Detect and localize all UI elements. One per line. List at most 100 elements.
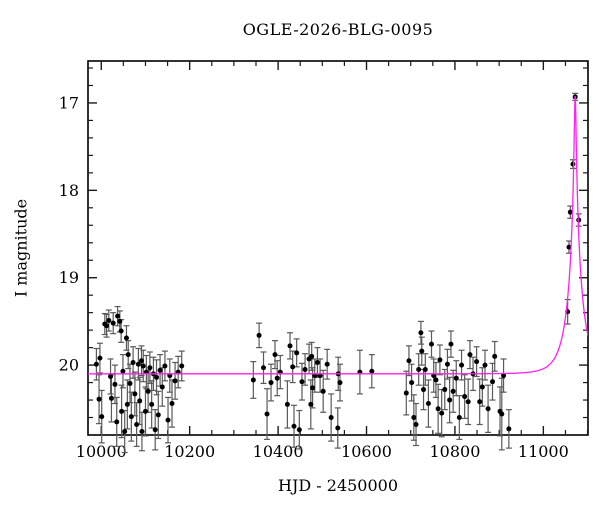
data-point bbox=[506, 426, 512, 432]
data-point bbox=[120, 368, 126, 374]
data-point bbox=[296, 427, 302, 433]
model-curve bbox=[88, 95, 588, 375]
data-point bbox=[437, 357, 443, 363]
data-point bbox=[479, 384, 485, 390]
x-tick-label: 10800 bbox=[429, 442, 480, 461]
y-tick-label: 18 bbox=[59, 181, 79, 200]
data-point bbox=[499, 411, 505, 417]
data-point bbox=[299, 379, 305, 385]
data-point bbox=[442, 387, 448, 393]
data-point bbox=[409, 380, 415, 386]
data-point bbox=[124, 401, 130, 407]
data-point bbox=[154, 374, 160, 380]
data-point bbox=[490, 379, 496, 385]
data-point bbox=[406, 358, 412, 364]
data-point bbox=[291, 423, 297, 429]
data-point bbox=[419, 348, 425, 354]
data-point bbox=[435, 406, 441, 412]
data-point bbox=[256, 332, 262, 338]
data-point bbox=[462, 394, 468, 400]
data-point bbox=[567, 209, 573, 215]
data-point bbox=[369, 368, 375, 374]
data-point bbox=[149, 401, 155, 407]
data-point bbox=[155, 412, 161, 418]
data-point bbox=[172, 378, 178, 384]
data-point bbox=[123, 335, 129, 341]
data-point bbox=[159, 384, 165, 390]
data-point bbox=[108, 395, 114, 401]
data-point bbox=[439, 410, 445, 416]
data-point bbox=[134, 422, 140, 428]
data-point bbox=[465, 399, 471, 405]
data-point bbox=[425, 401, 431, 407]
data-point bbox=[477, 399, 483, 405]
data-point bbox=[115, 313, 121, 319]
data-point bbox=[429, 341, 435, 347]
data-point bbox=[309, 353, 315, 359]
data-point bbox=[122, 429, 128, 435]
data-point bbox=[114, 419, 120, 425]
data-point bbox=[128, 414, 134, 420]
data-point bbox=[99, 414, 105, 420]
data-point bbox=[106, 318, 112, 324]
data-point bbox=[314, 359, 320, 365]
data-point bbox=[165, 417, 171, 423]
data-point bbox=[448, 341, 454, 347]
data-point bbox=[132, 391, 138, 397]
data-point bbox=[459, 362, 465, 368]
y-tick-label: 17 bbox=[59, 93, 79, 112]
x-tick-label: 11000 bbox=[518, 442, 569, 461]
data-point bbox=[162, 363, 168, 369]
data-point bbox=[119, 408, 125, 414]
data-point bbox=[485, 406, 491, 412]
data-point bbox=[104, 323, 110, 329]
data-point bbox=[117, 318, 123, 324]
data-point bbox=[453, 375, 459, 381]
data-point bbox=[97, 355, 103, 361]
data-point bbox=[302, 366, 308, 372]
y-tick-label: 20 bbox=[59, 356, 79, 375]
data-point bbox=[501, 373, 507, 379]
data-point bbox=[450, 388, 456, 394]
x-tick-label: 10200 bbox=[164, 442, 215, 461]
data-point bbox=[308, 401, 314, 407]
data-point bbox=[284, 401, 290, 407]
data-point bbox=[570, 161, 576, 167]
data-point bbox=[108, 373, 114, 379]
data-point bbox=[264, 411, 270, 417]
data-point bbox=[112, 381, 118, 387]
data-point bbox=[110, 320, 116, 326]
data-point bbox=[287, 343, 293, 349]
data-point bbox=[474, 359, 480, 365]
data-point bbox=[335, 425, 341, 431]
data-point bbox=[566, 244, 572, 250]
x-tick-label: 10000 bbox=[76, 442, 127, 461]
data-point bbox=[138, 358, 144, 364]
data-point bbox=[268, 380, 274, 386]
data-point bbox=[310, 385, 316, 391]
data-point bbox=[157, 367, 163, 373]
data-point bbox=[324, 361, 330, 367]
data-point bbox=[416, 366, 422, 372]
data-point bbox=[421, 387, 427, 393]
data-point bbox=[411, 415, 417, 421]
data-point bbox=[272, 352, 278, 358]
data-point bbox=[413, 422, 419, 428]
data-point bbox=[261, 365, 267, 371]
data-point bbox=[152, 427, 158, 433]
data-point bbox=[118, 328, 124, 334]
data-point bbox=[139, 429, 145, 435]
data-point bbox=[294, 350, 300, 356]
x-tick-label: 10600 bbox=[341, 442, 392, 461]
data-point bbox=[274, 375, 280, 381]
data-point bbox=[337, 380, 343, 386]
data-point bbox=[447, 397, 453, 403]
data-point bbox=[140, 363, 146, 369]
data-point bbox=[290, 364, 296, 370]
data-point bbox=[125, 352, 131, 358]
data-point bbox=[142, 408, 148, 414]
data-point bbox=[456, 415, 462, 421]
x-axis-label: HJD - 2450000 bbox=[277, 476, 399, 495]
